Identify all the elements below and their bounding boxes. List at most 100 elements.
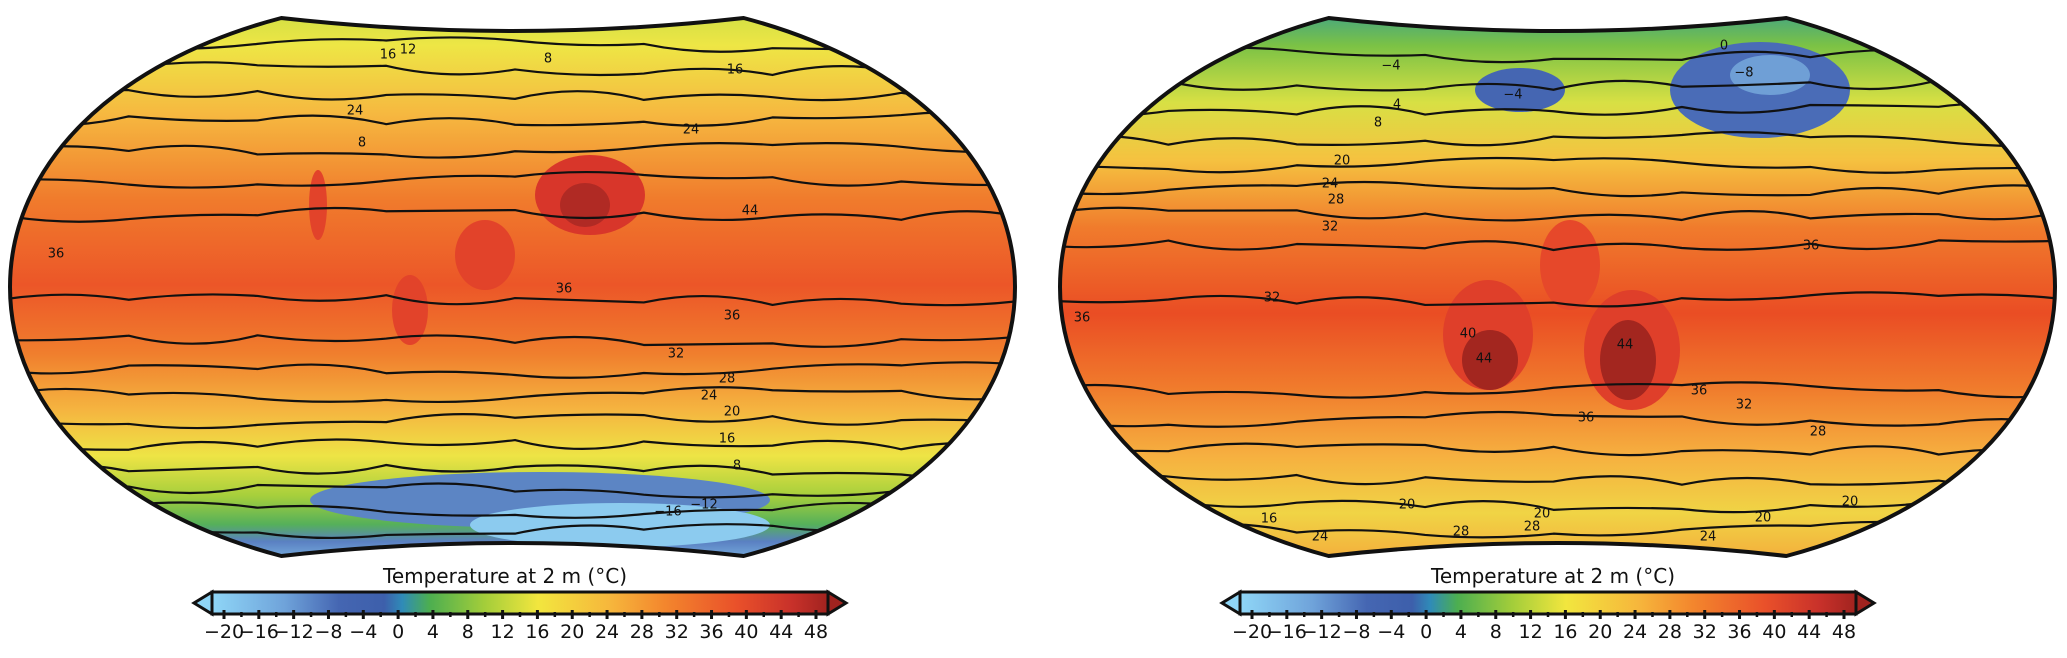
contour-label: −12 (690, 498, 717, 513)
isotherm-contour (1060, 410, 2055, 428)
colorbar-tick-label: 16 (525, 621, 549, 643)
hot-region (392, 275, 428, 345)
contour-label: 28 (1453, 525, 1470, 540)
colorbar-title: Temperature at 2 m (°C) (1430, 564, 1675, 588)
right-map-field (1060, 18, 2055, 556)
contour-label: −4 (1503, 88, 1522, 103)
colorbar-tick-label: 40 (734, 621, 758, 643)
isotherm-contour (1060, 102, 2055, 117)
isotherm-contour (1060, 442, 2055, 457)
contour-label: 36 (1578, 411, 1595, 426)
hot-region (1600, 320, 1656, 400)
colorbar-tick-label: 0 (392, 621, 404, 643)
colorbar-tick-label: 48 (804, 621, 828, 643)
colorbar-gradient (212, 592, 828, 614)
contour-label: 24 (1312, 530, 1329, 545)
contour-label: 24 (683, 123, 700, 138)
colorbar-tick-label: 16 (1553, 621, 1577, 643)
isotherm-contour (1060, 78, 2055, 92)
contour-label: 16 (380, 48, 397, 63)
isotherm-contour (1060, 206, 2055, 222)
isotherm-contour (1060, 180, 2055, 198)
isotherm-contour (10, 206, 1015, 223)
colorbar-max-extend-arrow (826, 589, 849, 617)
contour-label: 36 (48, 247, 65, 262)
colorbar-tick-label: 20 (560, 621, 584, 643)
map-outline (7, 15, 1018, 559)
colorbar-tick-label: −4 (1377, 621, 1405, 643)
colorbar-tick-label: −12 (274, 621, 314, 643)
contour-label: 44 (1476, 352, 1493, 367)
contour-label: 12 (400, 43, 417, 58)
colorbar-tick-label: −8 (1342, 621, 1370, 643)
colorbar-tick-label: −12 (1302, 621, 1342, 643)
contour-label: 24 (347, 104, 364, 119)
isotherm-contour (10, 61, 1015, 77)
colorbar-tick-label: −16 (1267, 621, 1307, 643)
isotherm-contour (1060, 291, 2055, 308)
contour-label: 24 (1700, 530, 1717, 545)
contour-label: 8 (358, 136, 366, 151)
colorbar-tick-label: 8 (462, 621, 474, 643)
colorbar-tick-label: 12 (1518, 621, 1542, 643)
contour-label: 24 (701, 389, 718, 404)
isotherm-contour (10, 170, 1015, 189)
colorbar-min-extend-arrow (1219, 589, 1242, 617)
colorbar-tick-label: 44 (1797, 621, 1821, 643)
isotherm-contour (1060, 156, 2055, 174)
contour-label: 32 (1322, 220, 1339, 235)
contour-label: 28 (1524, 520, 1541, 535)
right-map-panel: −4−4−80482024283232364044443636363228162… (1057, 15, 2058, 559)
contour-label: 36 (556, 282, 573, 297)
cold-region (1475, 68, 1565, 112)
colorbar-tick-label: 24 (595, 621, 619, 643)
hot-region (455, 220, 515, 290)
isotherm-contour (1060, 497, 2055, 514)
colorbar-tick-label: 28 (1658, 621, 1682, 643)
contour-label: 20 (724, 405, 741, 420)
isotherm-contour (1060, 472, 2055, 487)
contour-label: 4 (1393, 98, 1401, 113)
colorbar-tick-label: 36 (699, 621, 723, 643)
colorbar-max-extend-arrow (1854, 589, 1877, 617)
colorbar-tick-label: 48 (1832, 621, 1856, 643)
isotherm-contour (10, 501, 1015, 519)
isotherm-contour (10, 361, 1015, 379)
contour-label: 20 (1334, 154, 1351, 169)
isotherm-contour (10, 141, 1015, 159)
colorbar-min-extend-arrow (191, 589, 214, 617)
contour-label: 0 (1720, 39, 1728, 54)
cold-region (470, 503, 770, 547)
contour-label: 8 (733, 459, 741, 474)
contour-label: −8 (1734, 66, 1753, 81)
isotherm-contour (10, 438, 1015, 451)
isotherm-contour (10, 334, 1015, 348)
colorbar-tick-label: 4 (1455, 621, 1467, 643)
contour-label: 20 (1399, 498, 1416, 513)
contour-label: 32 (1264, 291, 1281, 306)
contour-label: 28 (719, 372, 736, 387)
isotherm-contour (1060, 381, 2055, 399)
hot-region (1540, 220, 1600, 310)
right-colorbar: Temperature at 2 m (°C) −20−16−12 −8 −4 0 4 8… (1219, 564, 1877, 643)
isotherm-contour (10, 386, 1015, 404)
contour-label: 44 (742, 204, 759, 219)
contour-label: 8 (1374, 116, 1382, 131)
colorbar-tick-label: 44 (769, 621, 793, 643)
contour-label: 36 (1803, 239, 1820, 254)
colorbar-tick-label: 36 (1727, 621, 1751, 643)
colorbar-tick-label: 24 (1623, 621, 1647, 643)
colorbar-tick-label: 8 (1490, 621, 1502, 643)
contour-label: 32 (668, 347, 685, 362)
colorbar-tick-label: 32 (665, 621, 689, 643)
hot-region (309, 170, 327, 240)
colorbar-tick-label: −20 (1232, 621, 1272, 643)
colorbar-tick-label: −16 (239, 621, 279, 643)
isotherm-contour (10, 293, 1015, 307)
isotherm-contour (10, 463, 1015, 479)
contour-label: 36 (1074, 311, 1091, 326)
map-outline (1057, 15, 2058, 559)
contour-label: −4 (1381, 59, 1400, 74)
isotherm-contour (1060, 239, 2055, 252)
contour-label: 28 (1810, 425, 1827, 440)
